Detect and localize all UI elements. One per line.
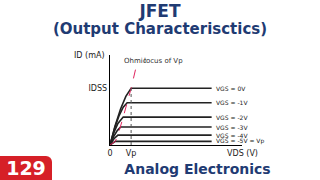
- svg-text:Ohmic: Ohmic: [124, 57, 147, 65]
- svg-text:0: 0: [107, 149, 112, 158]
- svg-text:VDS (V): VDS (V): [227, 149, 258, 158]
- html-text:129: 129: [6, 157, 46, 179]
- svg-text:VGS = -1V: VGS = -1V: [216, 99, 248, 106]
- svg-text:VGS = -4V: VGS = -4V: [216, 132, 248, 139]
- svg-text:VGS = -5V = Vp: VGS = -5V = Vp: [216, 137, 264, 145]
- svg-text:ID (mA): ID (mA): [74, 51, 105, 60]
- svg-text:VGS = -2V: VGS = -2V: [216, 114, 248, 121]
- html-text:(Output Characterisctics): (Output Characterisctics): [52, 19, 268, 38]
- svg-text:IDSS: IDSS: [89, 84, 108, 93]
- html-text:JFET: JFET: [139, 1, 181, 21]
- svg-text:locus of Vp: locus of Vp: [144, 57, 183, 65]
- html-text:Analog Electronics: Analog Electronics: [124, 161, 271, 177]
- svg-text:VGS = -3V: VGS = -3V: [216, 124, 248, 131]
- svg-text:VGS = 0V: VGS = 0V: [216, 85, 246, 92]
- svg-text:Vp: Vp: [126, 149, 137, 158]
